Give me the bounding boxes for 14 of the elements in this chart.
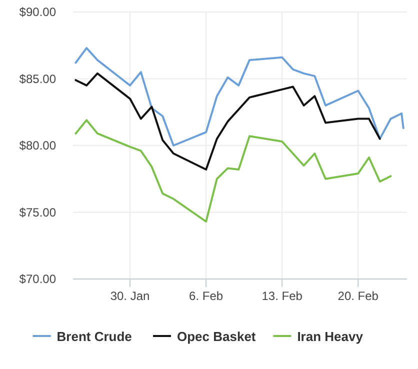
- y-tick-label: $85.00: [19, 72, 56, 86]
- legend-label: Opec Basket: [177, 329, 256, 344]
- x-tick-label: 30. Jan: [110, 289, 150, 303]
- y-tick-label: $80.00: [19, 138, 56, 152]
- legend-label: Brent Crude: [56, 329, 132, 344]
- line-series: [74, 72, 381, 171]
- y-tick-label: $90.00: [19, 5, 56, 19]
- x-tick-label: 13. Feb: [262, 289, 303, 303]
- legend-label: Iran Heavy: [297, 329, 364, 344]
- x-tick-label: 20. Feb: [338, 289, 379, 303]
- x-tick-label: 6. Feb: [189, 289, 224, 303]
- y-tick-label: $75.00: [19, 205, 56, 220]
- y-tick-label: $70.00: [19, 272, 56, 286]
- line-series: [74, 119, 392, 223]
